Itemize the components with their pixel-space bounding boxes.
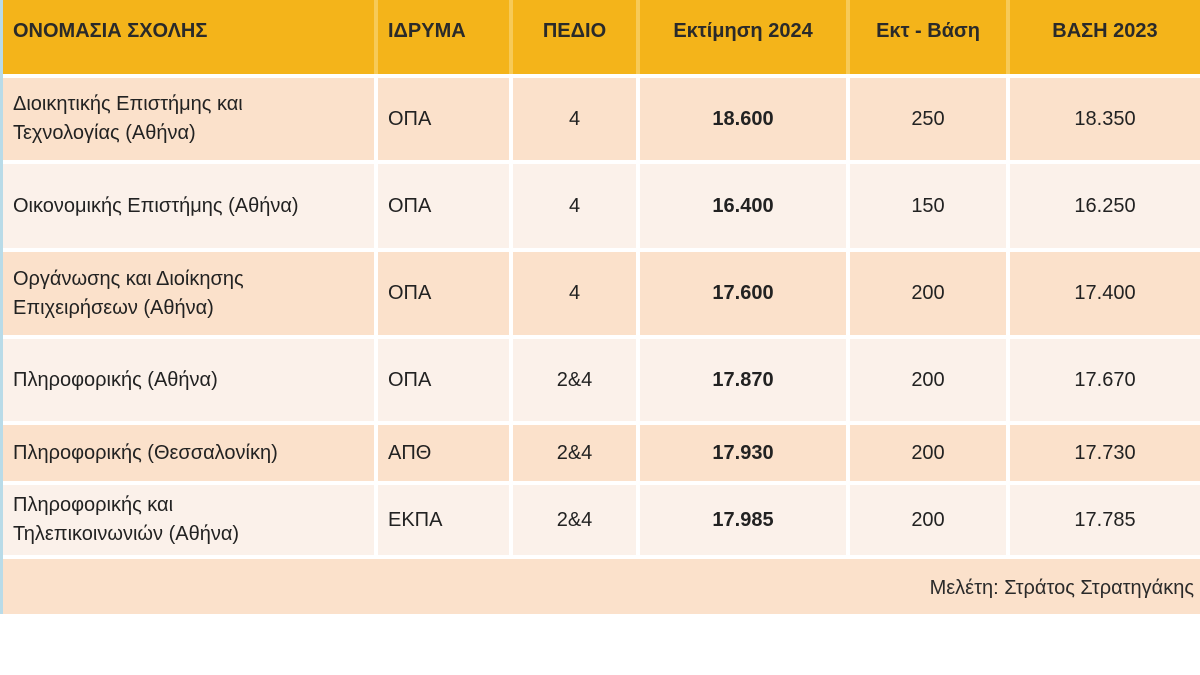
header-estimate-2024: Εκτίμηση 2024: [640, 0, 850, 74]
difference-cell: 150: [850, 164, 1010, 248]
school-name-line: Τηλεπικοινωνιών (Αθήνα): [13, 523, 240, 545]
school-name-line: Πληροφορικής (Θεσσαλονίκη): [13, 441, 278, 464]
base-2023-cell: 17.730: [1074, 441, 1136, 464]
field-cell: 4: [513, 164, 640, 248]
school-name-cell: Διοικητικής Επιστήμης και Τεχνολογίας (Αθ…: [3, 78, 378, 160]
base-2023-cell: 17.670: [1074, 368, 1136, 391]
difference-cell: 200: [850, 485, 1010, 555]
school-name-line: Πληροφορικής και: [13, 494, 174, 516]
base-2023-cell: 18.350: [1074, 107, 1136, 130]
institution-cell: ΟΠΑ: [378, 164, 513, 248]
study-credit: Μελέτη: Στράτος Στρατηγάκης: [929, 577, 1194, 599]
difference-cell: 250: [850, 78, 1010, 160]
schools-table: ΟΝΟΜΑΣΙΑ ΣΧΟΛΗΣ ΙΔΡΥΜΑ ΠΕΔΙΟ Εκτίμηση 20…: [0, 0, 1200, 614]
school-name-cell: Πληροφορικής (Θεσσαλονίκη): [3, 425, 378, 481]
school-name-line: Τεχνολογίας (Αθήνα): [13, 122, 196, 144]
table-row: Διοικητικής Επιστήμης και Τεχνολογίας (Αθ…: [3, 74, 1200, 160]
school-name-line: Οικονομικής Επιστήμης (Αθήνα): [13, 194, 299, 217]
estimate-2024-cell: 18.600: [640, 78, 850, 160]
estimate-2024-cell: 17.870: [640, 339, 850, 421]
field-cell: 2&4: [513, 425, 640, 481]
school-name-cell: Οικονομικής Επιστήμης (Αθήνα): [3, 164, 378, 248]
school-name-line: Οργάνωσης και Διοίκησης: [13, 267, 244, 290]
institution-cell: ΕΚΠΑ: [378, 485, 513, 555]
field-cell: 2&4: [513, 485, 640, 555]
estimate-2024-cell: 17.930: [640, 425, 850, 481]
estimate-2024-cell: 16.400: [640, 164, 850, 248]
header-school-name: ΟΝΟΜΑΣΙΑ ΣΧΟΛΗΣ: [3, 0, 378, 74]
school-name-cell: Πληροφορικής (Αθήνα): [3, 339, 378, 421]
estimate-2024-cell: 17.985: [640, 485, 850, 555]
institution-cell: ΟΠΑ: [378, 78, 513, 160]
institution-cell: ΑΠΘ: [378, 425, 513, 481]
header-base-2023: ΒΑΣΗ 2023: [1052, 19, 1158, 42]
base-2023-cell: 17.785: [1074, 508, 1136, 531]
table-row: Οργάνωσης και Διοίκησης Επιχειρήσεων (Αθή…: [3, 248, 1200, 335]
school-name-cell: Πληροφορικής και Τηλεπικοινωνιών (Αθήνα): [3, 485, 378, 555]
estimate-2024-cell: 17.600: [640, 252, 850, 335]
base-2023-cell: 17.400: [1074, 282, 1136, 304]
header-estimate-minus-base: Εκτ - Βάση: [850, 0, 1010, 74]
school-name-line: Πληροφορικής (Αθήνα): [13, 368, 218, 391]
field-cell: 4: [513, 252, 640, 335]
table-footer-row: Μελέτη: Στράτος Στρατηγάκης: [3, 555, 1200, 614]
header-institution: ΙΔΡΥΜΑ: [378, 0, 513, 74]
difference-cell: 200: [850, 339, 1010, 421]
institution-cell: ΟΠΑ: [378, 252, 513, 335]
table-row: Πληροφορικής (Θεσσαλονίκη) ΑΠΘ 2&4 17.93…: [3, 421, 1200, 481]
table-row: Οικονομικής Επιστήμης (Αθήνα) ΟΠΑ 4 16.4…: [3, 160, 1200, 248]
school-name-cell: Οργάνωσης και Διοίκησης Επιχειρήσεων (Αθή…: [3, 252, 378, 335]
table-row: Πληροφορικής (Αθήνα) ΟΠΑ 2&4 17.870 200 …: [3, 335, 1200, 421]
difference-cell: 200: [850, 252, 1010, 335]
table-row: Πληροφορικής και Τηλεπικοινωνιών (Αθήνα) …: [3, 481, 1200, 555]
difference-cell: 200: [850, 425, 1010, 481]
school-name-line: Επιχειρήσεων (Αθήνα): [13, 296, 214, 319]
header-field: ΠΕΔΙΟ: [513, 0, 640, 74]
institution-cell: ΟΠΑ: [378, 339, 513, 421]
base-2023-cell: 16.250: [1074, 194, 1136, 217]
field-cell: 2&4: [513, 339, 640, 421]
field-cell: 4: [513, 78, 640, 160]
table-header-row: ΟΝΟΜΑΣΙΑ ΣΧΟΛΗΣ ΙΔΡΥΜΑ ΠΕΔΙΟ Εκτίμηση 20…: [3, 0, 1200, 74]
school-name-line: Διοικητικής Επιστήμης και: [13, 93, 243, 115]
